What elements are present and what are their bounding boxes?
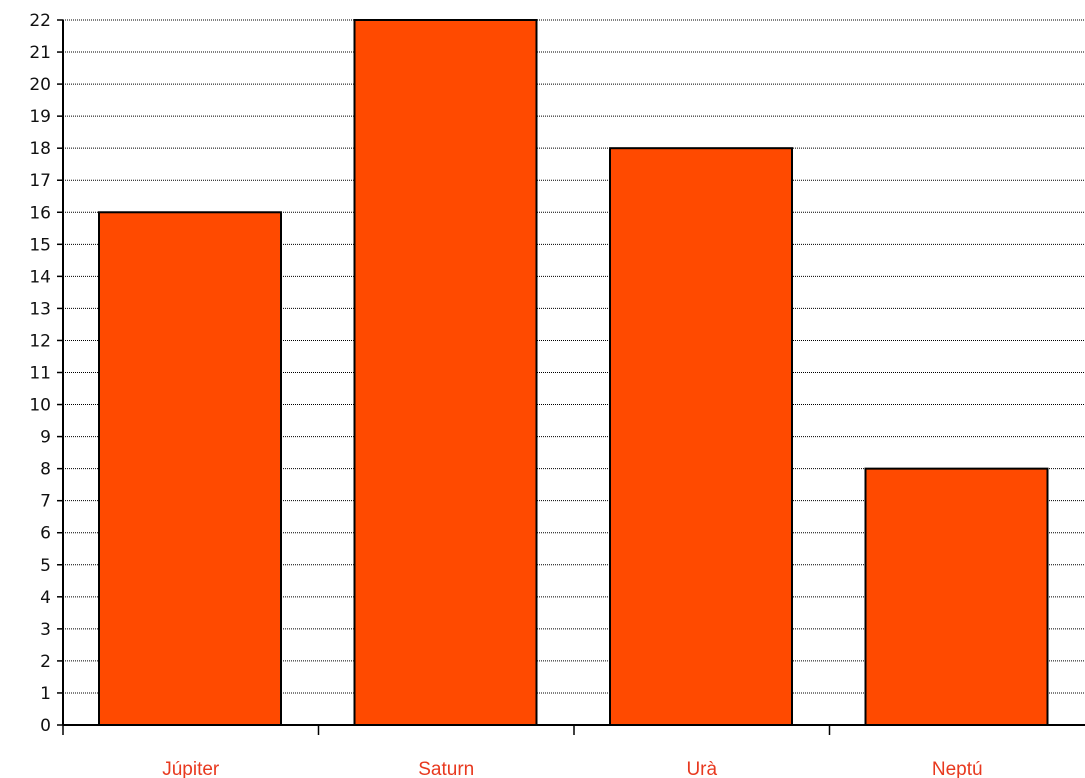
y-tick-label: 13 <box>29 299 51 319</box>
y-tick-label: 6 <box>40 524 51 544</box>
y-tick-label: 20 <box>29 75 51 95</box>
y-tick-label: 21 <box>29 43 51 63</box>
y-tick-label: 19 <box>29 107 51 127</box>
y-tick-label: 15 <box>29 235 51 255</box>
y-tick-label: 14 <box>29 267 51 287</box>
bars <box>98 19 1049 727</box>
bar-1 <box>98 211 282 727</box>
y-tick-label: 17 <box>29 171 51 191</box>
y-tick-label: 4 <box>40 588 51 608</box>
y-tick-label: 7 <box>40 492 51 512</box>
y-tick-label: 5 <box>40 556 51 576</box>
axes <box>62 20 1085 735</box>
y-tick-label: 0 <box>40 716 51 736</box>
x-category-label: Urà <box>686 759 717 778</box>
y-tick-label: 18 <box>29 139 51 159</box>
y-tick-label: 3 <box>40 620 51 640</box>
y-tick-label: 11 <box>29 364 51 384</box>
y-tick-label: 10 <box>29 396 51 416</box>
bar-4 <box>864 467 1049 726</box>
bar-2 <box>353 19 538 726</box>
y-tick-label: 2 <box>40 652 51 672</box>
y-tick-label: 12 <box>29 331 51 351</box>
bar-3 <box>609 147 793 726</box>
x-category-label: Saturn <box>418 759 474 778</box>
y-tick-label: 8 <box>40 460 51 480</box>
x-axis-labels: Júpiter Saturn Urà Neptú <box>162 759 982 778</box>
y-tick-label: 9 <box>40 428 51 448</box>
x-category-label: Neptú <box>932 759 983 778</box>
y-tick-label: 22 <box>29 11 51 31</box>
y-tick-label: 1 <box>40 684 51 704</box>
x-category-label: Júpiter <box>162 759 220 778</box>
y-tick-label: 16 <box>29 203 51 223</box>
